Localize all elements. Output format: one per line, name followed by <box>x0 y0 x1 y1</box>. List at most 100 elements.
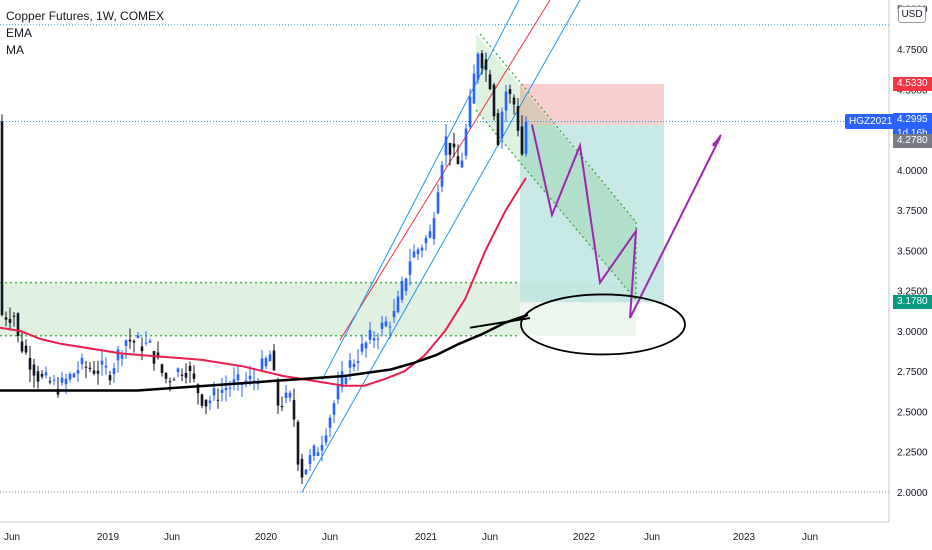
candle-up <box>304 469 308 475</box>
candle-up <box>400 280 404 300</box>
candle-up <box>288 392 292 398</box>
x-tick-label: Jun <box>644 532 660 543</box>
candle-up <box>424 237 428 244</box>
candle-up <box>352 363 356 367</box>
channel-mid-line <box>339 0 551 341</box>
candle-down <box>204 399 208 407</box>
candle-down <box>96 370 100 374</box>
drawings-layer <box>469 124 722 356</box>
x-tick-label: 2021 <box>415 532 438 543</box>
candle-up <box>68 373 72 380</box>
candle-down <box>20 341 24 352</box>
y-tick-label: 4.0000 <box>897 166 928 177</box>
candle-down <box>512 97 516 105</box>
candle-down <box>280 405 284 408</box>
candle-down <box>516 106 520 131</box>
candle-down <box>32 364 36 376</box>
x-tick-label: Jun <box>802 532 818 543</box>
stop-price-tag: 4.5330 <box>893 76 932 91</box>
candle-up <box>336 383 340 400</box>
x-tick-label: 2019 <box>97 532 120 543</box>
candle-up <box>308 455 312 464</box>
candle-down <box>128 339 132 342</box>
candle-up <box>228 387 232 389</box>
candle-up <box>388 326 392 328</box>
y-tick-label: 2.0000 <box>897 488 928 499</box>
currency-badge[interactable]: USD <box>898 6 926 23</box>
candle-down <box>492 84 496 117</box>
candle-down <box>188 365 192 371</box>
candle-down <box>272 350 276 371</box>
y-tick-label: 4.7500 <box>897 45 928 56</box>
candle-down <box>0 121 4 315</box>
ellipse-pointer <box>469 317 531 329</box>
x-tick-label: Jun <box>164 532 180 543</box>
y-tick-label: 2.7500 <box>897 367 928 378</box>
descending-channel-top <box>479 33 637 223</box>
candle-down <box>488 74 492 90</box>
candle-up <box>420 247 424 251</box>
candle-down <box>448 142 452 155</box>
candle-up <box>404 278 408 291</box>
candle-down <box>132 340 136 343</box>
candle-up <box>208 400 212 404</box>
ema-line <box>0 177 527 387</box>
descending-channel <box>476 34 636 300</box>
candle-up <box>236 374 240 381</box>
candle-down <box>4 317 8 320</box>
candle-down <box>36 371 40 382</box>
candle-down <box>88 367 92 369</box>
candle-up <box>396 296 400 313</box>
candle-down <box>152 351 156 364</box>
candle-up <box>120 354 124 359</box>
candle-up <box>80 357 84 365</box>
candle-down <box>200 394 204 406</box>
candle-up <box>224 387 228 391</box>
candle-up <box>436 192 440 214</box>
candle-down <box>508 89 512 94</box>
candle-up <box>500 111 504 139</box>
symbol-tag: HGZ2021 <box>845 114 897 129</box>
candle-up <box>504 91 508 111</box>
candle-up <box>372 338 376 341</box>
candle-up <box>100 360 104 365</box>
countdown-value: 1d 16h <box>897 127 928 139</box>
legend-ma[interactable]: MA <box>6 43 24 57</box>
candle-up <box>376 338 380 340</box>
candle-up <box>232 379 236 384</box>
candle-up <box>380 322 384 329</box>
candle-down <box>160 364 164 373</box>
candle-up <box>328 417 332 428</box>
candle-down <box>292 400 296 420</box>
target-ellipse <box>520 293 686 356</box>
take-profit-zone <box>520 125 664 303</box>
candle-up <box>340 371 344 388</box>
candle-up <box>324 435 328 443</box>
candle-up <box>284 392 288 399</box>
candle-up <box>408 261 412 275</box>
y-tick-label: 3.2500 <box>897 287 928 298</box>
candle-down <box>496 113 500 146</box>
candle-down <box>216 399 220 401</box>
x-tick-label: 2023 <box>733 532 756 543</box>
candle-up <box>52 379 56 381</box>
candle-up <box>332 403 336 415</box>
candle-up <box>392 310 396 318</box>
candle-down <box>456 156 460 165</box>
projection-arrowhead-line <box>712 134 722 147</box>
legend-ema[interactable]: EMA <box>6 26 33 40</box>
candle-up <box>60 377 64 383</box>
candle-up <box>384 321 388 327</box>
candle-down <box>8 318 12 323</box>
channel-lower-line <box>301 0 581 493</box>
candle-down <box>164 372 168 379</box>
candle-up <box>212 388 216 396</box>
candle-down <box>24 345 28 353</box>
candle-up <box>356 361 360 363</box>
candle-up <box>416 249 420 254</box>
candle-down <box>16 313 20 336</box>
candle-down <box>300 458 304 478</box>
candle-up <box>476 53 480 80</box>
